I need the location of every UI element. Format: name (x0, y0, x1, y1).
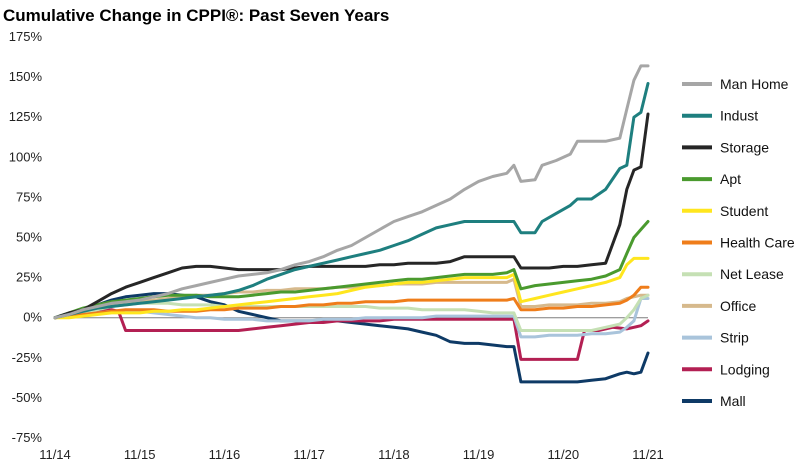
legend-label-student: Student (720, 203, 768, 219)
x-tick-label: 11/15 (124, 447, 156, 462)
series-line-man-home (53, 64, 650, 320)
y-tick-label: 25% (16, 270, 42, 285)
series-line-net-lease (53, 293, 650, 332)
legend-label-apt: Apt (720, 171, 741, 187)
series-line-lodging (53, 308, 650, 361)
y-tick-label: -25% (12, 350, 43, 365)
y-tick-label: 125% (9, 109, 43, 124)
y-tick-label: 150% (9, 69, 43, 84)
series-line-student (53, 256, 650, 320)
legend-label-strip: Strip (720, 330, 749, 346)
series-line-storage (53, 112, 650, 320)
x-tick-label: 11/17 (293, 447, 325, 462)
plot-area (53, 64, 650, 384)
x-tick-label: 11/21 (632, 447, 664, 462)
chart-title: Cumulative Change in CPPI®: Past Seven Y… (3, 6, 389, 25)
y-tick-label: -75% (12, 430, 43, 445)
y-tick-label: 0% (23, 310, 42, 325)
x-tick-label: 11/16 (209, 447, 241, 462)
legend-label-man-home: Man Home (720, 76, 789, 92)
legend-label-lodging: Lodging (720, 361, 770, 377)
legend-label-mall: Mall (720, 393, 746, 409)
x-tick-label: 11/18 (378, 447, 410, 462)
series-line-indust (53, 82, 650, 320)
y-tick-label: 100% (9, 149, 43, 164)
x-tick-label: 11/14 (39, 447, 71, 462)
series-line-strip (53, 297, 650, 339)
series-line-mall (53, 292, 650, 384)
x-axis: 11/14 11/15 11/16 11/17 11/18 11/19 11/20 11/21 (39, 447, 664, 462)
y-axis: -75% -50% -25% 0% 25% 50% 75% 100% 125% 150% 175% (9, 29, 43, 445)
legend-label-health-care: Health Care (720, 235, 795, 251)
y-tick-label: 175% (9, 29, 43, 44)
x-tick-label: 11/20 (547, 447, 579, 462)
y-tick-label: 75% (16, 189, 42, 204)
legend-label-storage: Storage (720, 139, 769, 155)
legend-label-office: Office (720, 298, 757, 314)
legend-label-indust: Indust (720, 108, 758, 124)
y-tick-label: 50% (16, 230, 42, 245)
legend: Man Home Indust Storage Apt Student Health Ca… (682, 76, 795, 409)
x-tick-label: 11/19 (463, 447, 495, 462)
y-tick-label: -50% (12, 390, 43, 405)
legend-label-net-lease: Net Lease (720, 266, 784, 282)
